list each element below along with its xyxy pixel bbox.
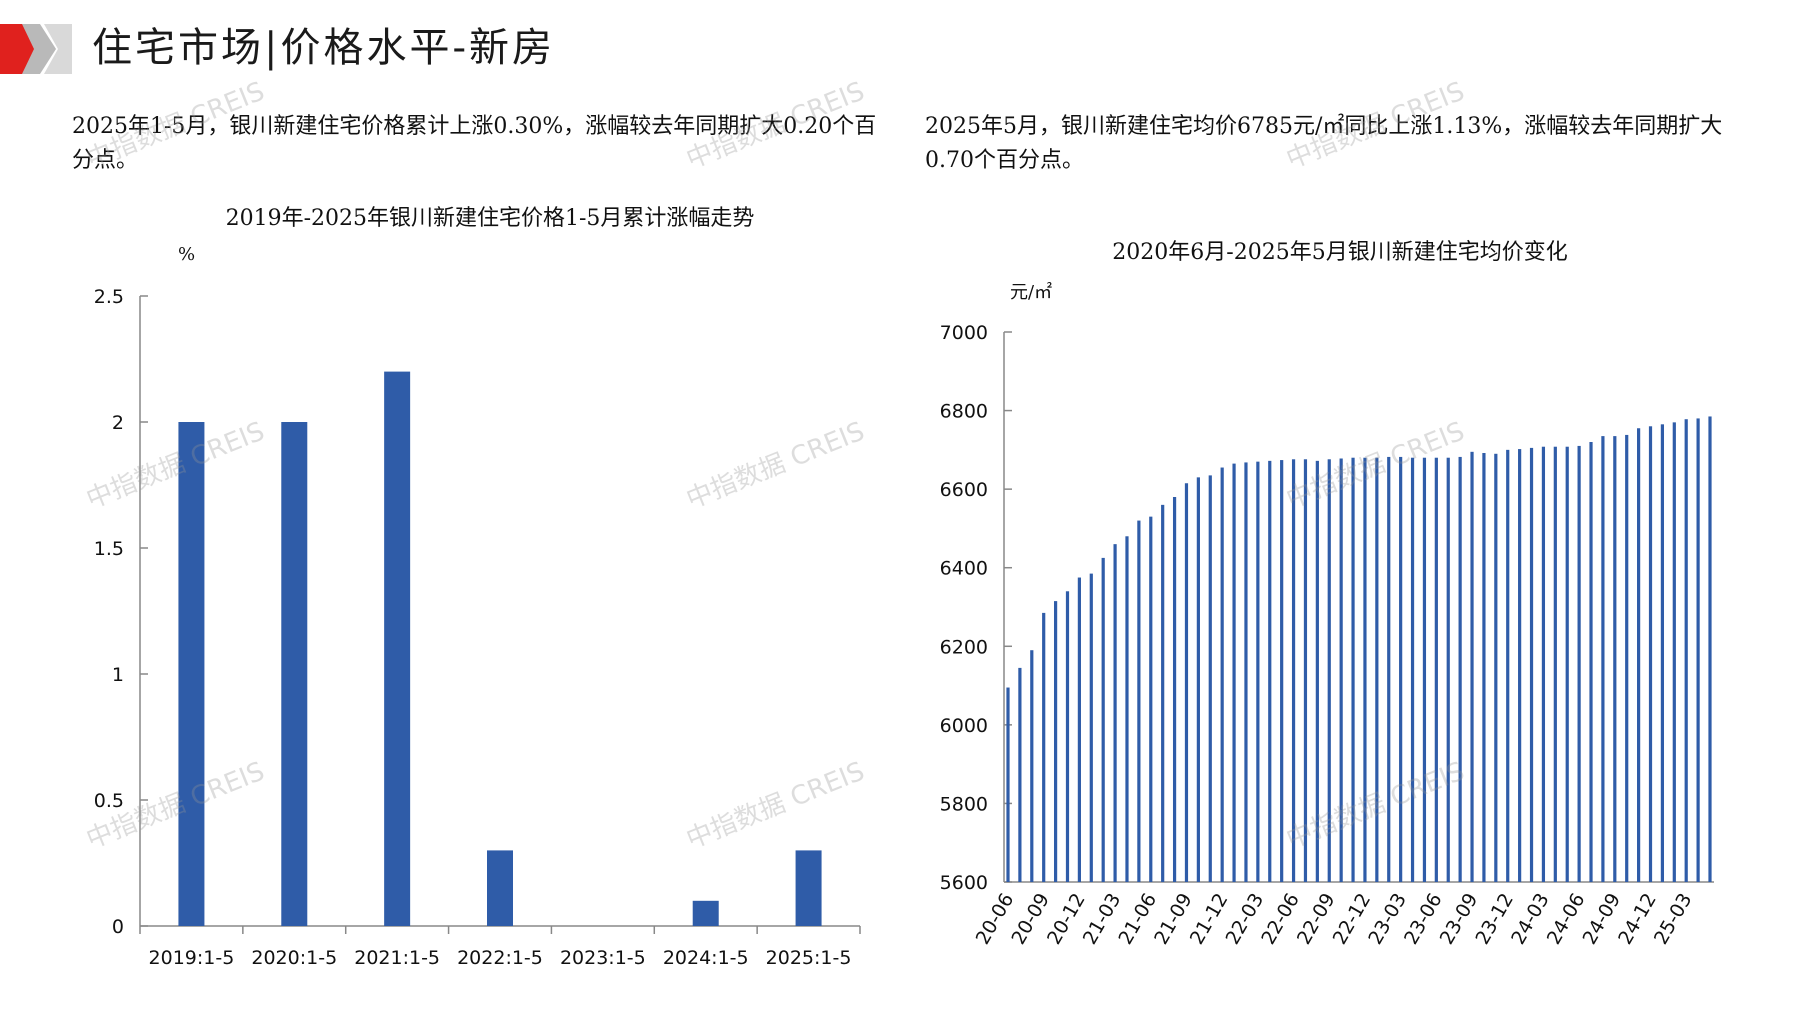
bar (1672, 422, 1676, 882)
bar (1648, 426, 1653, 882)
x-tick-label: 2021:1-5 (354, 947, 440, 969)
bar (1256, 461, 1260, 882)
bar (1065, 591, 1070, 882)
bar (1506, 449, 1510, 882)
bar (1149, 516, 1153, 882)
x-tick-label: 2024:1-5 (663, 947, 749, 969)
y-tick-label: 6000 (940, 715, 988, 737)
page-title: 住宅市场|价格水平-新房 (92, 25, 555, 71)
bar (1410, 457, 1415, 882)
bar (1422, 457, 1427, 882)
bar (1529, 447, 1534, 882)
bar (1577, 445, 1581, 882)
bar (1113, 544, 1117, 882)
bar (178, 422, 205, 926)
bar (1042, 612, 1046, 882)
bar (1660, 424, 1665, 882)
bar (487, 850, 513, 926)
bar (1208, 475, 1212, 882)
y-tick-label: 6400 (940, 558, 988, 580)
bar (1589, 442, 1593, 882)
bar (1077, 577, 1081, 882)
bar (1172, 497, 1177, 882)
bar (1030, 650, 1034, 882)
bar (1184, 483, 1189, 882)
y-tick-label: 7000 (940, 322, 988, 344)
bar (1137, 520, 1141, 882)
bar (1684, 419, 1688, 882)
bar (1375, 457, 1379, 882)
bar (1315, 460, 1319, 882)
bar (1291, 459, 1296, 882)
bar (1565, 446, 1569, 882)
right-chart-title: 2020年6月-2025年5月银川新建住宅均价变化 (1112, 240, 1568, 265)
bar (1125, 536, 1129, 882)
bar (1518, 449, 1522, 882)
bar (1018, 667, 1022, 882)
bar (384, 371, 411, 927)
bar (1541, 446, 1546, 882)
bar (1696, 418, 1700, 882)
y-tick-label: 6200 (940, 636, 988, 658)
right-y-unit: 元/㎡ (1010, 282, 1053, 303)
bar (1196, 477, 1200, 882)
bar (1161, 504, 1165, 882)
bar (1327, 459, 1331, 882)
left-y-unit: % (178, 244, 196, 265)
bar (1220, 467, 1224, 882)
bar (1006, 687, 1010, 882)
bar (1637, 428, 1641, 882)
bar (1625, 434, 1629, 882)
bar (1101, 557, 1105, 882)
bar (1387, 456, 1391, 882)
y-tick-label: 2.5 (94, 286, 124, 308)
bar (1494, 453, 1498, 882)
bar (795, 850, 822, 926)
left-bar-chart: 0 0.5 1 1.5 2 2.5 2019:1-5 2020:1-5 2021:1-5 2022… (94, 286, 861, 969)
x-tick-label: 2022:1-5 (457, 947, 543, 969)
bar (281, 422, 308, 926)
bar (1339, 458, 1343, 882)
bar (1434, 457, 1438, 882)
bar (692, 900, 719, 926)
red-gray-chevron-logo-icon (0, 24, 72, 74)
bar (1708, 416, 1712, 882)
bar (1553, 446, 1557, 882)
y-tick-label: 2 (112, 412, 124, 434)
bar (1303, 459, 1308, 882)
y-tick-label: 6800 (940, 401, 988, 423)
bar (1458, 456, 1462, 882)
y-tick-label: 1 (112, 664, 124, 686)
y-tick-label: 0 (112, 916, 124, 938)
x-tick-label: 2023:1-5 (560, 947, 646, 969)
bar (1470, 451, 1474, 882)
bar (1280, 460, 1284, 882)
x-tick-label: 2025:1-5 (766, 947, 852, 969)
bar (1613, 436, 1617, 882)
y-tick-label: 6600 (940, 479, 988, 501)
x-tick-label: 2020:1-5 (251, 947, 337, 969)
y-tick-label: 5600 (940, 872, 988, 894)
x-tick-label: 2019:1-5 (149, 947, 235, 969)
bar (1482, 453, 1486, 882)
bar (1089, 573, 1093, 882)
left-chart-title: 2019年-2025年银川新建住宅价格1-5月累计涨幅走势 (225, 206, 755, 231)
bar (1053, 601, 1058, 882)
bar (1232, 463, 1236, 882)
bar (1399, 456, 1403, 882)
bar (1446, 457, 1450, 882)
y-tick-label: 0.5 (94, 790, 124, 812)
summary-right: 2025年5月，银川新建住宅均价6785元/㎡同比上涨1.13%，涨幅较去年同期… (925, 114, 1723, 173)
y-tick-label: 1.5 (94, 538, 124, 560)
y-tick-label: 5800 (940, 793, 988, 815)
bar (1244, 462, 1248, 882)
bar (1601, 436, 1605, 882)
summary-left: 2025年1-5月，银川新建住宅价格累计上涨0.30%，涨幅较去年同期扩大0.2… (72, 114, 877, 173)
bar (1363, 457, 1367, 882)
bar (1268, 460, 1272, 882)
bar (1351, 457, 1355, 882)
